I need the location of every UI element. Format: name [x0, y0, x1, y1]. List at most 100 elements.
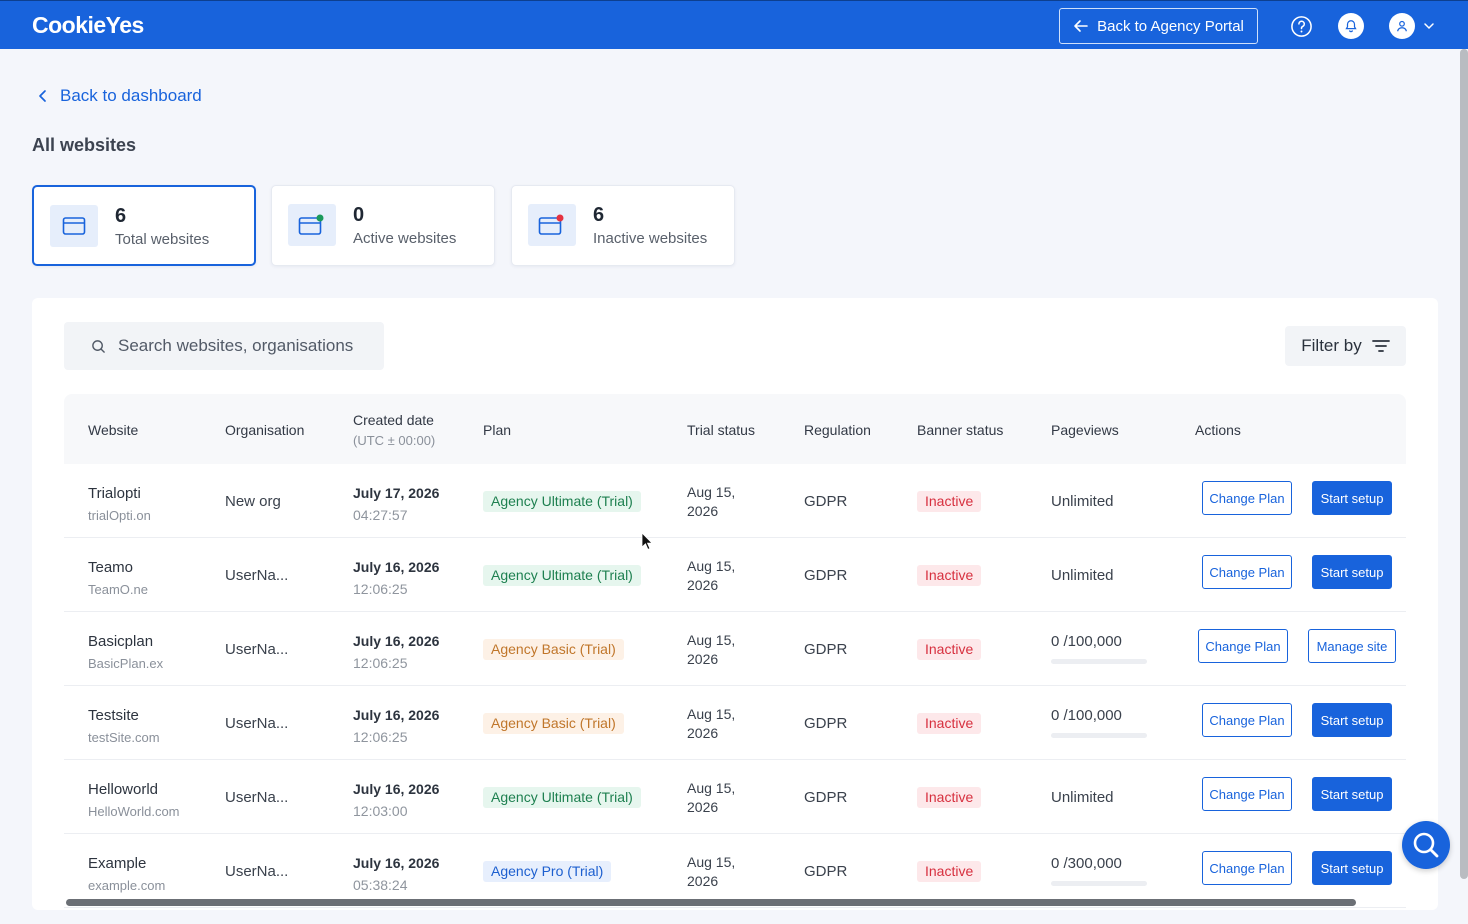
pageviews-cell: 0 /100,000	[1051, 633, 1147, 664]
trial-date: Aug 15,	[687, 484, 736, 500]
created-date: July 16, 2026	[353, 707, 440, 723]
plan-badge: Agency Pro (Trial)	[483, 861, 612, 882]
table-row: Basicplan BasicPlan.ex UserNa... July 16…	[64, 612, 1406, 686]
column-pageviews[interactable]: Pageviews	[1051, 422, 1119, 438]
column-actions: Actions	[1195, 422, 1241, 438]
back-to-agency-portal-label: Back to Agency Portal	[1097, 17, 1244, 35]
help-icon[interactable]	[1290, 15, 1313, 38]
stat-card-inactive[interactable]: 6 Inactive websites	[511, 185, 735, 266]
start-setup-button[interactable]: Start setup	[1312, 481, 1392, 515]
change-plan-button[interactable]: Change Plan	[1198, 629, 1288, 663]
change-plan-button[interactable]: Change Plan	[1202, 555, 1292, 589]
plan-badge: Agency Ultimate (Trial)	[483, 565, 641, 586]
change-plan-button[interactable]: Change Plan	[1202, 481, 1292, 515]
trial-status-cell: Aug 15, 2026	[687, 853, 735, 891]
plan-badge: Agency Basic (Trial)	[483, 713, 624, 734]
websites-panel: Search websites, organisations Filter by…	[32, 298, 1438, 910]
search-placeholder: Search websites, organisations	[118, 336, 354, 355]
trial-year: 2026	[687, 799, 719, 815]
filter-icon	[1371, 340, 1390, 352]
filter-button[interactable]: Filter by	[1285, 326, 1406, 366]
created-date-cell: July 16, 2026 12:03:00	[353, 781, 439, 819]
table-row: Trialopti trialOpti.on New org July 17, …	[64, 464, 1406, 538]
website-domain: TeamO.ne	[88, 582, 148, 597]
website-name[interactable]: Example	[88, 855, 147, 872]
stat-card-active[interactable]: 0 Active websites	[271, 185, 495, 266]
cookieyes-logo[interactable]: CookieYes	[32, 12, 144, 38]
website-name[interactable]: Basicplan	[88, 633, 154, 650]
website-cell[interactable]: Helloworld HelloWorld.com	[88, 781, 180, 819]
regulation: GDPR	[804, 493, 848, 510]
column-banner-status[interactable]: Banner status	[917, 422, 1004, 438]
organisation-name: UserNa...	[225, 789, 289, 806]
window-active-icon	[288, 204, 336, 246]
back-to-agency-portal-button[interactable]: Back to Agency Portal	[1059, 8, 1258, 44]
stat-label: Inactive websites	[593, 230, 708, 247]
trial-year: 2026	[687, 577, 719, 593]
column-created-date-timezone: (UTC ± 00:00)	[353, 433, 436, 448]
change-plan-button[interactable]: Change Plan	[1202, 851, 1292, 885]
website-cell[interactable]: Teamo TeamO.ne	[88, 559, 148, 597]
created-time: 04:27:57	[353, 507, 408, 523]
website-name[interactable]: Trialopti	[88, 485, 141, 502]
notifications-button[interactable]	[1338, 13, 1364, 39]
created-date: July 16, 2026	[353, 781, 440, 797]
column-plan[interactable]: Plan	[483, 422, 512, 438]
back-to-dashboard-link[interactable]: Back to dashboard	[36, 86, 202, 106]
stat-label: Total websites	[115, 231, 210, 248]
pageviews-progress-bar	[1051, 733, 1147, 738]
banner-status-badge: Inactive	[917, 713, 982, 734]
trial-date: Aug 15,	[687, 780, 736, 796]
start-setup-button[interactable]: Start setup	[1312, 555, 1392, 589]
column-regulation[interactable]: Regulation	[804, 422, 871, 438]
column-organisation[interactable]: Organisation	[225, 422, 305, 438]
help-search-button[interactable]	[1402, 821, 1450, 869]
manage-site-button[interactable]: Manage site	[1308, 629, 1396, 663]
banner-status-badge: Inactive	[917, 491, 982, 512]
start-setup-button[interactable]: Start setup	[1312, 703, 1392, 737]
start-setup-button[interactable]: Start setup	[1312, 851, 1392, 885]
trial-date: Aug 15,	[687, 632, 736, 648]
regulation: GDPR	[804, 715, 848, 732]
website-cell[interactable]: Basicplan BasicPlan.ex	[88, 633, 163, 671]
search-input[interactable]: Search websites, organisations	[64, 322, 384, 370]
user-menu[interactable]	[1389, 13, 1435, 39]
created-date-cell: July 17, 2026 04:27:57	[353, 485, 439, 523]
column-created-date[interactable]: Created date (UTC ± 00:00)	[353, 412, 435, 448]
website-cell[interactable]: Testsite testSite.com	[88, 707, 160, 745]
pageviews-cell: Unlimited	[1051, 567, 1114, 584]
stat-card-total[interactable]: 6 Total websites	[32, 185, 256, 266]
top-navigation-bar: CookieYes Back to Agency Portal	[0, 0, 1468, 49]
created-time: 12:06:25	[353, 581, 408, 597]
vertical-scrollbar[interactable]	[1460, 49, 1468, 879]
pageviews-cell: 0 /300,000	[1051, 855, 1147, 886]
created-time: 12:06:25	[353, 655, 408, 671]
created-date: July 17, 2026	[353, 485, 440, 501]
organisation-name: New org	[225, 493, 281, 510]
trial-status-cell: Aug 15, 2026	[687, 705, 735, 743]
regulation: GDPR	[804, 863, 848, 880]
horizontal-scrollbar[interactable]	[66, 899, 1356, 906]
website-name[interactable]: Testsite	[88, 707, 139, 724]
website-name[interactable]: Helloworld	[88, 781, 159, 798]
plan-badge: Agency Ultimate (Trial)	[483, 787, 641, 808]
trial-status-cell: Aug 15, 2026	[687, 483, 735, 521]
pageviews-cell: Unlimited	[1051, 493, 1114, 510]
created-date: July 16, 2026	[353, 559, 440, 575]
website-cell[interactable]: Example example.com	[88, 855, 165, 893]
stat-label: Active websites	[353, 230, 457, 247]
change-plan-button[interactable]: Change Plan	[1202, 703, 1292, 737]
pageviews-progress-bar	[1051, 881, 1147, 886]
website-domain: trialOpti.on	[88, 508, 151, 523]
start-setup-button[interactable]: Start setup	[1312, 777, 1392, 811]
pageviews-value: 0 /100,000	[1051, 707, 1122, 724]
change-plan-button[interactable]: Change Plan	[1202, 777, 1292, 811]
avatar	[1389, 13, 1415, 39]
website-cell[interactable]: Trialopti trialOpti.on	[88, 485, 151, 523]
website-name[interactable]: Teamo	[88, 559, 134, 576]
regulation: GDPR	[804, 789, 848, 806]
column-website[interactable]: Website	[88, 422, 139, 438]
column-created-date-label: Created date	[353, 412, 434, 428]
column-trial-status[interactable]: Trial status	[687, 422, 755, 438]
website-domain: HelloWorld.com	[88, 804, 180, 819]
